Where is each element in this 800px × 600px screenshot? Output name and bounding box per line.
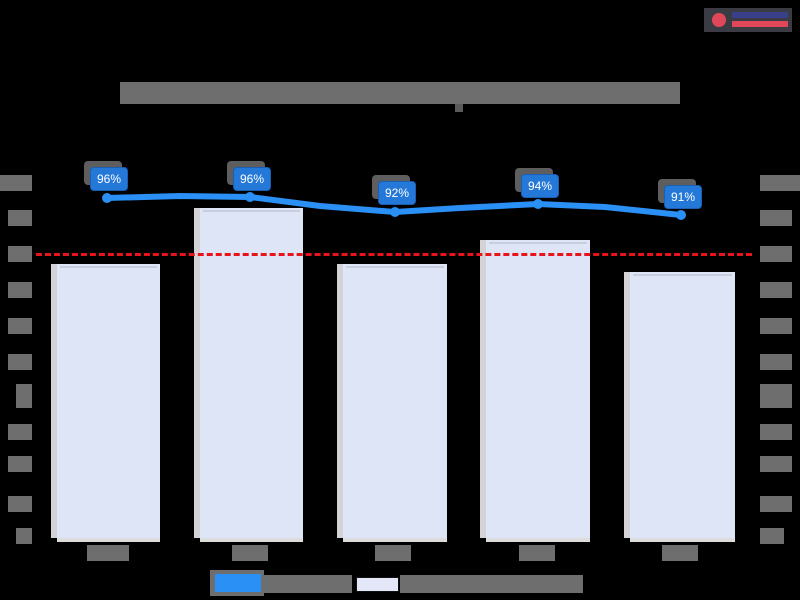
left-axis-label	[8, 496, 32, 512]
x-axis-label: (obscured 1)	[87, 545, 129, 561]
left-axis-label	[8, 456, 32, 472]
x-axis-label: (obscured 2)	[232, 545, 268, 561]
left-axis-label	[8, 424, 32, 440]
title-descender	[455, 104, 463, 112]
line-point-1	[102, 193, 112, 203]
logo-text-line1	[732, 12, 788, 18]
data-label-5: 91%	[664, 185, 703, 209]
x-axis-label: (obscured 5)	[662, 545, 698, 561]
legend-label-line[interactable]: line series (legend text obscured)	[264, 575, 352, 593]
bar-1[interactable]	[57, 264, 160, 538]
logo-text-line2	[732, 21, 788, 27]
right-axis-label	[760, 496, 792, 512]
globe-icon	[712, 13, 726, 27]
line-point-2	[245, 192, 255, 202]
right-axis-label	[760, 384, 792, 408]
x-axis-label: (obscured 3)	[375, 545, 411, 561]
right-axis-label	[760, 528, 784, 544]
right-axis-label	[760, 318, 792, 334]
left-axis-label	[16, 384, 32, 408]
data-label-2: 96%	[233, 167, 272, 191]
left-axis-label	[8, 282, 32, 298]
legend-swatch-line[interactable]	[210, 570, 264, 596]
bar-4[interactable]	[486, 240, 590, 538]
right-axis-label	[760, 456, 792, 472]
reference-line	[36, 253, 752, 256]
x-axis-label: (obscured 4)	[519, 545, 555, 561]
left-axis-label	[8, 210, 32, 226]
legend-label-bar[interactable]: bar series (legend text obscured)	[400, 575, 583, 593]
right-axis-label	[760, 282, 792, 298]
bar-5[interactable]	[630, 272, 735, 538]
left-axis-label	[8, 246, 32, 262]
right-axis-label	[760, 246, 792, 262]
left-axis-label	[0, 175, 32, 191]
right-axis-label	[760, 354, 792, 370]
data-label-4: 94%	[521, 174, 560, 198]
legend-swatch-bar[interactable]	[356, 577, 399, 592]
brand-logo	[704, 8, 792, 32]
bar-2[interactable]	[200, 208, 303, 538]
bar-3[interactable]	[343, 264, 447, 538]
line-point-3	[390, 207, 400, 217]
right-axis-label	[760, 424, 792, 440]
left-axis-label	[8, 318, 32, 334]
data-label-1: 96%	[90, 167, 129, 191]
line-point-5	[676, 210, 686, 220]
left-axis-label	[8, 354, 32, 370]
right-axis-label	[760, 210, 792, 226]
right-axis-label	[760, 175, 800, 191]
left-axis-label	[16, 528, 32, 544]
line-point-4	[533, 199, 543, 209]
chart-title: Chart title (redacted in source)	[120, 82, 680, 104]
data-label-3: 92%	[378, 181, 417, 205]
